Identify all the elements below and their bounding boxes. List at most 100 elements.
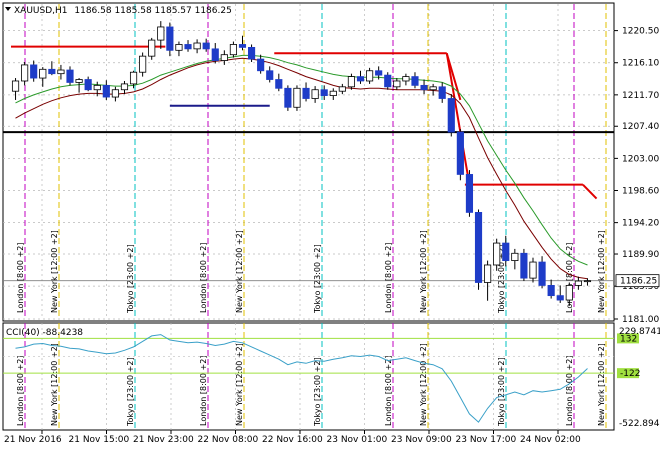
candle-bear [257,58,265,72]
time-label: 22 Nov 16:00 [262,435,323,445]
candle-bull [574,280,582,286]
candle-bull [129,71,138,85]
candle-bull [529,261,537,279]
session-label: New York [12:00 +2] [235,343,244,426]
price-label: 1211.70 [622,91,659,101]
session-label: New York [12:00 +2] [50,230,59,313]
chart-menu-icon[interactable] [5,7,11,11]
candle-bear [356,76,365,82]
candle-bull [39,68,47,79]
price-label: 1194.20 [622,219,659,229]
cci-level-top: 229.8741 [619,327,660,337]
ohlc-readout: 1186.58 1185.58 1185.57 1186.25 [74,6,231,16]
candle-bear [438,86,446,99]
candle-bull [511,252,519,261]
candle-bear [166,26,174,51]
candle-bull [366,70,374,82]
current-price-label: 1186.25 [620,277,657,287]
session-label: London [8:00 +2] [16,356,25,426]
resistance-drop [445,53,471,185]
session-label: Tokyo [23:00 +2] [126,244,135,314]
session-label: London [8:00 +2] [565,356,574,426]
candle-bull [347,76,356,88]
candle-bear [502,242,510,261]
time-label: 21 Nov 2016 [4,435,62,445]
session-label: New York [12:00 +2] [419,343,428,426]
candle-bear [211,48,219,61]
cci-lo-label: -122 [620,369,640,379]
symbol: XAUUSD,H1 [14,6,68,16]
candle-bull [329,90,337,96]
candle-bull [493,242,501,266]
session-label: New York [12:00 +2] [597,230,606,313]
candle-bull [293,87,301,108]
candle-bull [139,55,147,73]
session-label: Tokyo [23:00 +2] [313,244,322,314]
time-label: 22 Nov 08:00 [198,435,259,445]
candle-bull [583,280,592,283]
candle-bear [465,174,474,213]
time-label: 21 Nov 15:00 [69,435,130,445]
candle-bull [311,89,319,99]
candle-bull [120,83,129,91]
candle-bear [284,87,292,108]
session-label: New York [12:00 +2] [50,343,59,426]
axes: 1220.50 1216.10 1211.70 1207.40 1203.00 1198.… [4,27,659,445]
candle-bull [75,79,83,83]
time-label: 23 Nov 01:00 [327,435,388,445]
session-label: London [8:00 +2] [199,243,208,313]
candle-bear [447,98,455,133]
resistance-drop [582,183,598,200]
candle-bull [484,264,492,283]
session-label: London [8:00 +2] [199,356,208,426]
cci-hi-label: 132 [620,334,637,344]
candle-bear [275,79,283,89]
cci-lo-tag [617,368,639,379]
candle-bull [148,39,156,57]
cci-series: 132 -122 [3,333,640,423]
candle-bear [84,79,92,91]
session-label: Tokyo [23:00 +2] [497,244,506,314]
candle-bull [429,86,437,91]
session-label: London [8:00 +2] [384,356,393,426]
candle-bull [175,44,183,51]
candle-bear [420,84,428,91]
price-label: 1216.10 [622,59,659,69]
session-label: Tokyo [23:00 +2] [126,357,135,427]
candle-bull [565,285,573,301]
candle-bear [320,89,328,96]
time-label: 23 Nov 09:00 [391,435,452,445]
cci-line [15,334,588,423]
symbol-title: XAUUSD,H1 1186.58 1185.58 1185.57 1186.2… [14,6,232,16]
cci-title: CCI(40) -88.4238 [6,328,83,338]
time-label: 23 Nov 17:00 [456,435,517,445]
time-label: 21 Nov 23:00 [133,435,194,445]
candle-bear [547,285,555,297]
price-label: 1198.60 [622,186,659,196]
cci-level-bottom: -522.8944 [619,419,660,429]
session-label: New York [12:00 +2] [597,343,606,426]
candle-bear [375,70,383,76]
candle-bear [474,212,483,283]
ma-fast-line [15,57,588,280]
candle-bull [21,64,29,82]
candle-bull [220,54,228,61]
candle-bear [384,74,392,88]
candle-bear [520,252,528,279]
candle-bull [393,80,401,88]
price-label: 1181.00 [622,315,659,325]
candle-bull [193,42,201,50]
candle-bull [57,69,65,75]
candle-bear [66,69,74,83]
candles [11,21,592,306]
session-label: Tokyo [23:00 +2] [497,357,506,427]
cci-panel [2,322,615,431]
session-label: London [8:00 +2] [384,243,393,313]
candle-bear [266,70,274,80]
candle-bull [11,80,20,92]
candle-bear [184,44,192,50]
session-lines: London [8:00 +2] London [8:00 +2] New York… [16,4,607,430]
current-price-tag [615,274,660,288]
time-label: 24 Nov 02:00 [520,435,581,445]
